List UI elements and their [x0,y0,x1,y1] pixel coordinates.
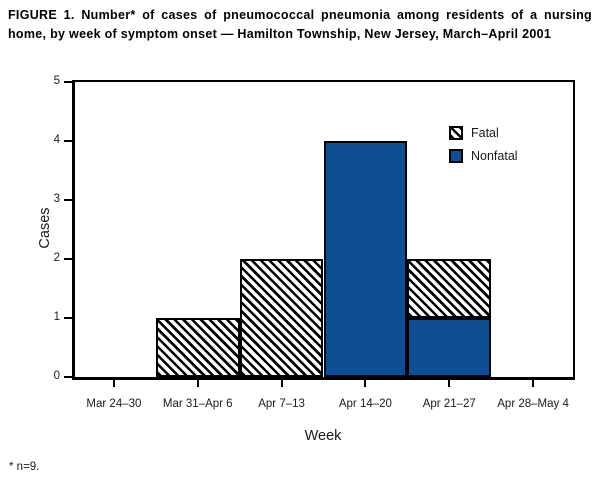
legend-item-fatal: Fatal [449,126,518,140]
x-tick [112,380,115,387]
legend-label-nonfatal: Nonfatal [471,149,518,163]
x-tick-label: Apr 21–27 [422,398,476,410]
x-tick [448,380,451,387]
y-tick-label: 0 [53,370,60,382]
x-tick-label: Mar 24–30 [86,398,142,410]
legend-item-nonfatal: Nonfatal [449,149,518,163]
y-tick-label: 1 [53,311,60,323]
x-tick [280,380,283,387]
y-tick [64,258,72,260]
legend-label-fatal: Fatal [471,126,499,140]
x-axis-label: Week [304,428,342,444]
y-tick-label: 2 [53,252,60,264]
legend: Fatal Nonfatal [449,126,518,172]
y-tick [64,376,72,378]
y-tick [64,317,72,319]
footnote: * n=9. [9,461,40,473]
x-tick-label: Apr 28–May 4 [497,398,569,410]
x-tick [196,380,199,387]
bar-segment-fatal [155,318,240,377]
x-tick [532,380,535,387]
x-tick-label: Apr 7–13 [258,398,305,410]
legend-swatch-nonfatal-icon [449,149,463,163]
x-tick-label: Apr 14–20 [338,398,392,410]
bar-segment-fatal [239,259,324,377]
chart-plot-area: Cases Week Fatal Nonfatal 0 1 2 3 4 5 Mar 24–30… [37,75,575,444]
bar-segment-nonfatal [323,141,408,377]
x-tick [364,380,367,387]
y-tick [64,81,72,83]
y-tick-label: 3 [53,193,60,205]
legend-swatch-fatal-icon [449,126,463,140]
y-tick-label: 4 [53,134,60,146]
bar-segment-fatal [407,259,492,318]
y-tick [64,140,72,142]
figure-title: FIGURE 1. Number* of cases of pneumococc… [8,8,592,41]
bar-segment-nonfatal [407,318,492,377]
y-tick [64,199,72,201]
y-tick-label: 5 [53,75,60,87]
x-tick-label: Mar 31–Apr 6 [162,398,233,410]
